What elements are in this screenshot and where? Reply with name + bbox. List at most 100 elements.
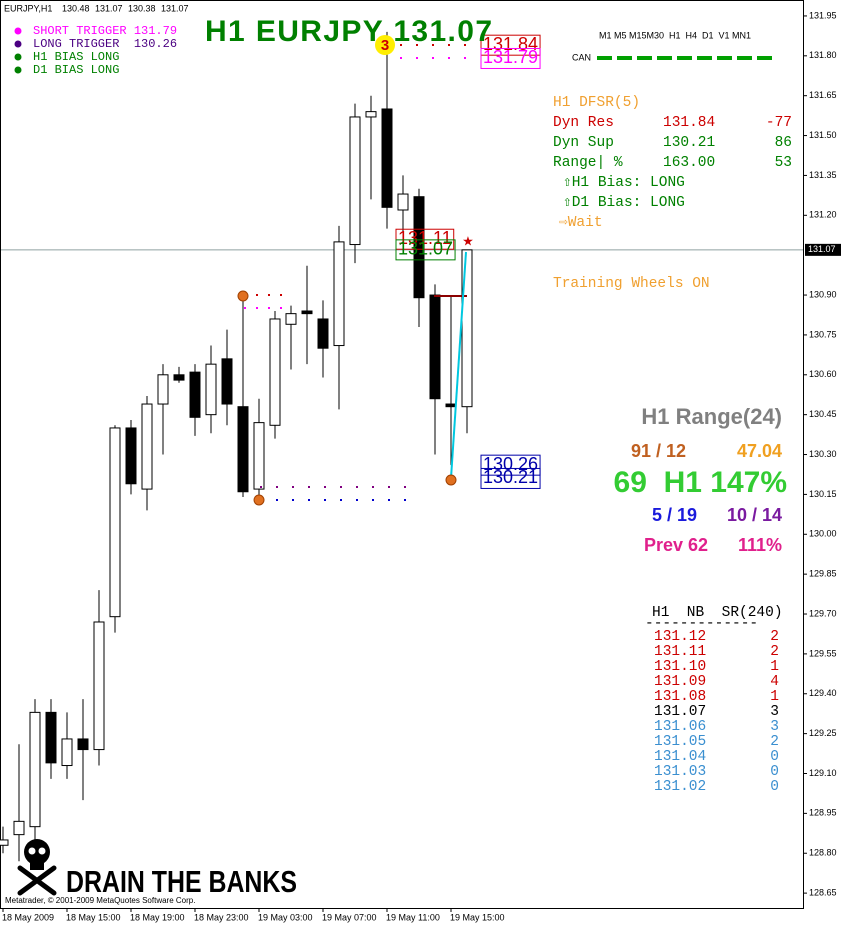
pivot-marker xyxy=(253,494,265,506)
range-value: 47.04 xyxy=(737,441,782,461)
sr-price: 131.12 xyxy=(654,629,706,645)
sr-price: 131.06 xyxy=(654,719,706,735)
candle-body xyxy=(173,374,185,381)
candle-body xyxy=(189,371,201,418)
candle-body xyxy=(269,318,281,426)
range-panel: H1 Range(24) 91 / 12 47.04 69 H1 147% 5 … xyxy=(614,404,787,555)
panel-title: H1 Range(24) xyxy=(641,404,782,429)
branding: DRAIN THE BANKS xyxy=(66,864,297,899)
candle-body xyxy=(429,294,441,400)
dfsr-rows: Dyn Res 131.84 -77 Dyn Sup 130.21 86 Range| % 1… xyxy=(553,115,792,171)
symbol: EURJPY,H1 xyxy=(4,3,52,13)
x-tick-label: 19 May 07:00 xyxy=(322,912,377,922)
range-count: 91 / 12 xyxy=(631,441,686,461)
legend-bullet xyxy=(14,66,22,74)
sr-price: 131.04 xyxy=(654,749,706,765)
candle-body xyxy=(61,738,73,767)
y-tick-label: 131.20 xyxy=(809,210,837,220)
range-count: 10 / 14 xyxy=(727,505,782,525)
legend-entry: H1 BIAS LONG xyxy=(33,50,119,64)
legend-entry: LONG TRIGGER 130.26 xyxy=(33,37,177,51)
pivot-marker xyxy=(237,290,249,302)
candle-body xyxy=(413,196,425,299)
dfsr-label: Dyn Res xyxy=(553,115,614,131)
y-tick-label: 128.80 xyxy=(809,848,837,858)
sr-price: 131.07 xyxy=(654,704,706,720)
sr-count: 1 xyxy=(770,659,779,675)
candle-body xyxy=(317,318,329,349)
candle-body xyxy=(397,193,409,211)
y-tick-label: 129.25 xyxy=(809,728,837,738)
level-box xyxy=(480,47,541,69)
legend-bullet xyxy=(14,40,22,48)
range-main: 69 H1 147% xyxy=(614,466,787,499)
sr-count: 0 xyxy=(770,779,779,795)
legend-entry: D1 BIAS LONG xyxy=(33,63,119,77)
training-wheels: Training Wheels ON xyxy=(553,276,710,292)
signal: ⇨Wait xyxy=(559,215,603,231)
y-tick-label: 130.15 xyxy=(809,489,837,499)
bias: ⇧H1 Bias: LONG xyxy=(563,175,685,191)
y-tick-label: 131.35 xyxy=(809,170,837,180)
sr-count: 4 xyxy=(770,674,779,690)
sr-price: 131.05 xyxy=(654,734,706,750)
y-tick-label: 130.75 xyxy=(809,329,837,339)
candle-body xyxy=(253,422,265,490)
bias: ⇧D1 Bias: LONG xyxy=(563,195,685,211)
can-label: CAN xyxy=(572,52,591,62)
wave-marker xyxy=(375,35,395,55)
table-title: H1 NB SR(240) xyxy=(652,605,783,621)
x-tick-label: 19 May 15:00 xyxy=(450,912,505,922)
y-tick-label: 131.80 xyxy=(809,50,837,60)
ohlc-value: 131.07 xyxy=(95,3,123,13)
legend-bullet xyxy=(14,27,22,35)
wave-number: 3 xyxy=(381,37,389,54)
dfsr-price: 131.84 xyxy=(663,115,715,131)
candle-body xyxy=(29,711,41,828)
candle-body xyxy=(461,249,473,408)
sr-count: 2 xyxy=(770,734,779,750)
candle-body xyxy=(77,738,89,751)
sr-count: 0 xyxy=(770,749,779,765)
sr-count: 3 xyxy=(770,704,779,720)
candle-body xyxy=(13,820,25,836)
candle-body xyxy=(0,839,9,846)
copyright: Metatrader, © 2001-2009 MetaQuotes Softw… xyxy=(5,896,195,905)
candle-body xyxy=(445,403,457,408)
dfsr-pips: 53 xyxy=(775,155,792,171)
y-tick-label: 130.60 xyxy=(809,369,837,379)
candle-body xyxy=(349,116,361,246)
range-prev: 111% xyxy=(738,535,782,555)
candle-body xyxy=(365,111,377,118)
level-box xyxy=(395,239,456,261)
y-tick-label: 131.95 xyxy=(809,10,837,20)
level-box xyxy=(480,454,541,476)
y-tick-label: 129.85 xyxy=(809,569,837,579)
candle-body xyxy=(221,358,233,405)
candle-body xyxy=(381,108,393,208)
sr-count: 0 xyxy=(770,764,779,780)
x-tick-label: 19 May 03:00 xyxy=(258,912,313,922)
y-tick-label: 130.00 xyxy=(809,529,837,539)
y-tick-label: 129.10 xyxy=(809,768,837,778)
y-tick-label: 130.90 xyxy=(809,289,837,299)
dfsr-label: Dyn Sup xyxy=(553,135,614,151)
y-tick-label: 130.30 xyxy=(809,449,837,459)
ohlc-value: 130.48 xyxy=(62,3,90,13)
dfsr-pips: -77 xyxy=(766,115,792,131)
sr-table: H1 NB SR(240) ------------- 131.12 2 131.1… xyxy=(645,605,783,795)
sr-price: 131.11 xyxy=(654,644,706,660)
candle-body xyxy=(333,241,345,347)
y-tick-label: 129.70 xyxy=(809,608,837,618)
candle-body xyxy=(301,310,313,315)
plot-area xyxy=(0,31,803,862)
level-label: 130.21 xyxy=(483,467,538,487)
candle-body xyxy=(157,374,169,405)
price-tag xyxy=(805,243,841,256)
x-tick-label: 19 May 11:00 xyxy=(386,912,440,922)
candle-body xyxy=(205,363,217,416)
table-rule: ------------- xyxy=(645,616,758,632)
x-tick-label: 18 May 2009 xyxy=(2,912,54,922)
